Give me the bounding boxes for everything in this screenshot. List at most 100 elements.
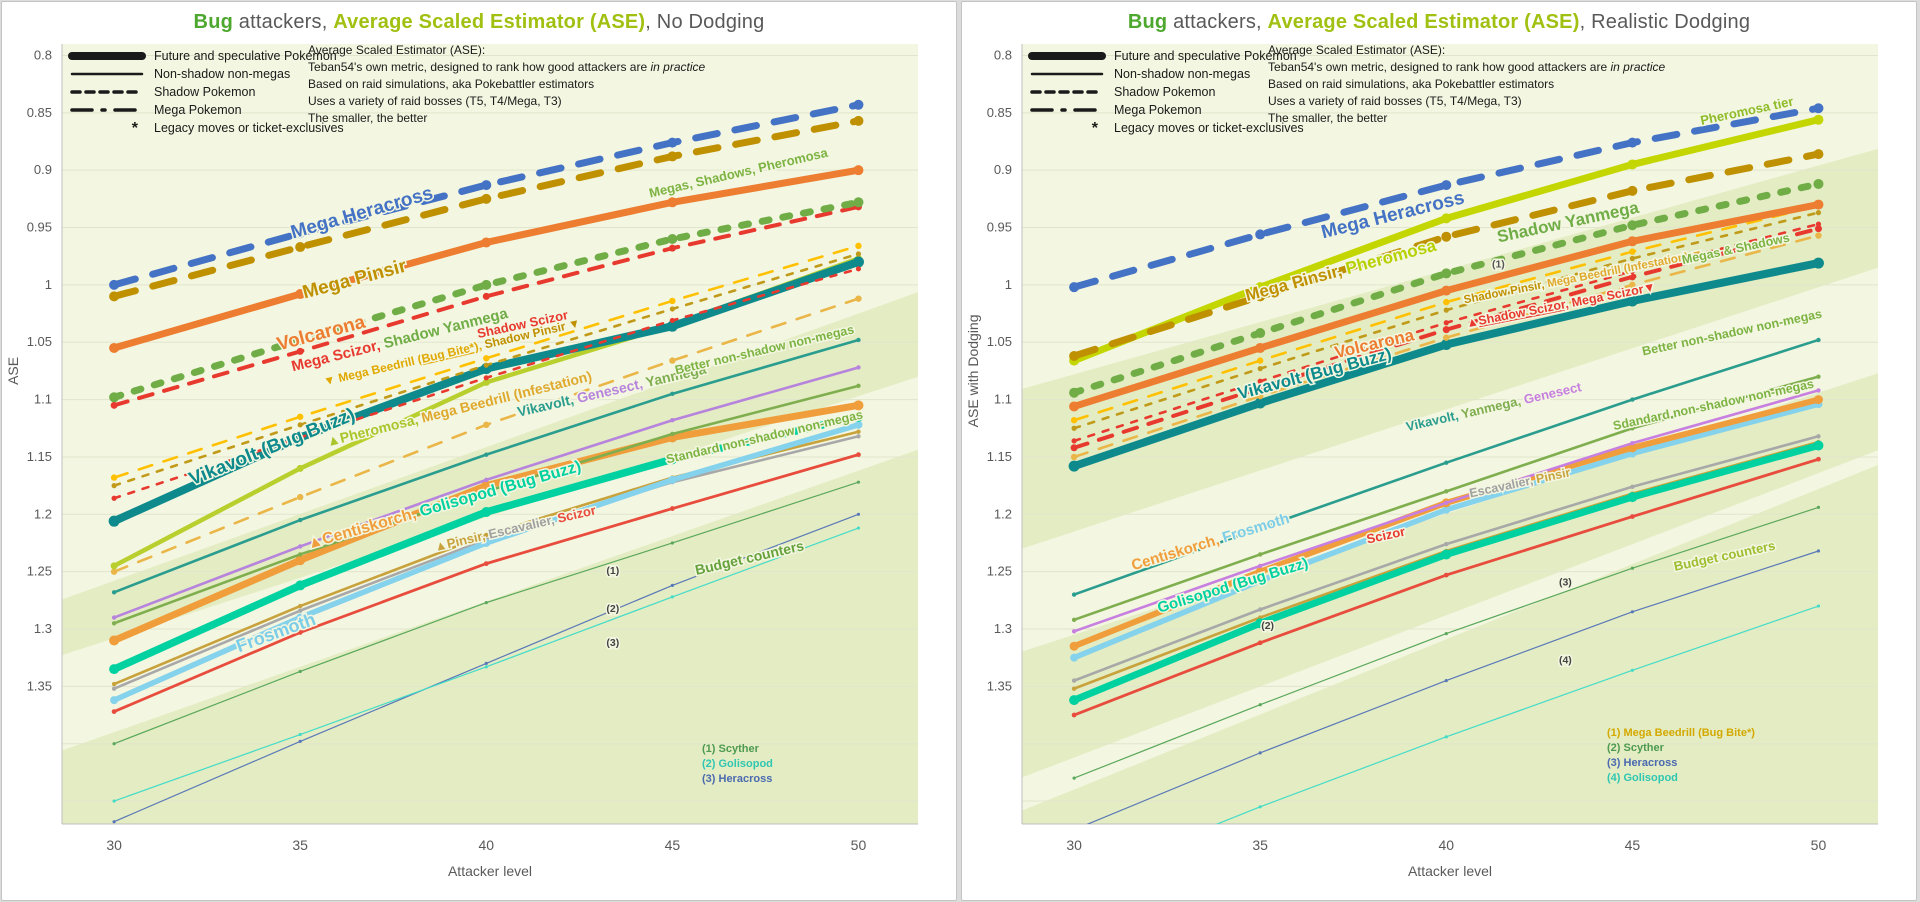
footnote: (3) Heracross xyxy=(702,773,772,785)
y-tick-label: 0.9 xyxy=(34,162,52,177)
y-tick-label: 1.35 xyxy=(987,678,1012,693)
data-point xyxy=(1255,342,1266,353)
y-tick-label: 0.8 xyxy=(994,47,1012,62)
title-part-bug: Bug xyxy=(1127,11,1168,33)
data-point xyxy=(1255,282,1266,293)
series-lines xyxy=(108,99,864,824)
series-mega-heracross xyxy=(1070,104,1822,291)
data-point xyxy=(1815,221,1822,227)
data-point xyxy=(1440,339,1452,351)
data-point xyxy=(856,337,861,343)
data-point xyxy=(1629,514,1635,519)
data-point xyxy=(1071,592,1077,597)
megas-shadows-band xyxy=(1022,148,1878,549)
data-point xyxy=(1815,210,1822,216)
title-part-ase: Average Scaled Estimator (ASE) xyxy=(1267,11,1580,33)
data-point xyxy=(1629,281,1636,289)
data-point xyxy=(667,454,678,465)
data-point xyxy=(1816,505,1821,510)
data-point xyxy=(481,193,492,204)
data-point xyxy=(1441,549,1452,560)
data-point xyxy=(111,681,117,687)
data-point xyxy=(1071,617,1077,623)
data-point xyxy=(1070,444,1078,452)
data-point xyxy=(480,363,492,375)
data-point xyxy=(1816,434,1821,439)
annotation: (1) xyxy=(606,565,619,577)
data-point xyxy=(1816,549,1821,553)
data-point xyxy=(669,506,675,511)
title-part-attackers: attackers, xyxy=(233,11,334,33)
data-point xyxy=(297,422,303,428)
data-point xyxy=(297,608,303,613)
note-line: Based on raid simulations, aka Pokebattl… xyxy=(1268,77,1554,91)
data-point xyxy=(667,197,678,208)
data-point xyxy=(853,400,864,411)
data-point xyxy=(1257,378,1263,384)
title-part-attackers: attackers, xyxy=(1167,11,1268,33)
data-point xyxy=(1069,641,1079,651)
data-point xyxy=(856,365,861,370)
data-point xyxy=(852,256,864,268)
data-point xyxy=(1441,268,1452,279)
note-line: Uses a variety of raid bosses (T5, T4/Me… xyxy=(1268,94,1522,108)
data-point xyxy=(295,334,306,345)
data-point xyxy=(670,431,675,437)
data-point xyxy=(853,99,864,110)
data-point xyxy=(1630,566,1634,570)
data-point xyxy=(1255,567,1265,577)
no-dodging-chart: 0.8 0.85 0.9 0.95 1 1.05 1.1 1.15 1.2 1.25 1.3 1.35… xyxy=(5,43,918,879)
data-point xyxy=(1071,438,1077,444)
data-point xyxy=(483,362,489,368)
data-point xyxy=(1444,631,1448,636)
data-point xyxy=(296,413,304,420)
data-point xyxy=(1816,456,1821,462)
data-point xyxy=(298,669,302,674)
data-point xyxy=(111,686,117,691)
data-point xyxy=(1816,388,1821,393)
data-point xyxy=(1814,225,1822,233)
x-axis-title: Attacker level xyxy=(1408,863,1492,879)
data-point xyxy=(295,580,306,591)
y-tick-label: 1.25 xyxy=(27,564,52,579)
data-point xyxy=(1813,395,1823,405)
data-point xyxy=(297,517,303,523)
data-point xyxy=(666,320,678,332)
data-point xyxy=(110,696,119,705)
footnote: (3) Heracross xyxy=(1607,757,1677,769)
data-point xyxy=(296,347,304,355)
legend: Future and speculative Pokemon Non-shadow… xyxy=(1028,43,1666,137)
data-point xyxy=(669,306,675,312)
data-point xyxy=(856,480,861,484)
annotation: (4) xyxy=(1559,654,1572,666)
note-line: The smaller, the better xyxy=(308,111,427,125)
data-point xyxy=(109,279,120,290)
data-point xyxy=(1071,686,1077,691)
data-point xyxy=(1256,576,1265,585)
data-point xyxy=(856,383,861,389)
legend-asterisk-sample: * xyxy=(1092,120,1099,137)
chart-panel-no-dodging: Bug attackers, Average Scaled Estimator … xyxy=(1,1,957,901)
x-tick-label: 30 xyxy=(106,837,122,853)
y-tick-label: 1.35 xyxy=(27,678,52,693)
data-point xyxy=(481,237,492,248)
data-point xyxy=(667,137,678,148)
y-axis-title: ASE xyxy=(5,357,21,385)
data-point xyxy=(856,452,861,458)
y-tick-label: 0.8 xyxy=(34,47,52,62)
data-point xyxy=(1444,679,1448,683)
data-point xyxy=(109,291,120,302)
x-tick-label: 45 xyxy=(1625,837,1641,853)
legend-label: Mega Pokemon xyxy=(1114,103,1202,117)
data-point xyxy=(1256,357,1264,364)
data-point xyxy=(1070,653,1079,662)
note-title: Average Scaled Estimator (ASE): xyxy=(308,43,485,57)
legend: Future and speculative Pokemon Non-shadow… xyxy=(68,43,706,137)
y-tick-label: 1.25 xyxy=(987,564,1012,579)
data-point xyxy=(855,251,862,257)
data-point xyxy=(1443,334,1450,341)
series-lines xyxy=(1068,103,1824,824)
data-point xyxy=(1813,103,1824,114)
note-line: The smaller, the better xyxy=(1268,111,1387,125)
data-point xyxy=(484,601,488,605)
